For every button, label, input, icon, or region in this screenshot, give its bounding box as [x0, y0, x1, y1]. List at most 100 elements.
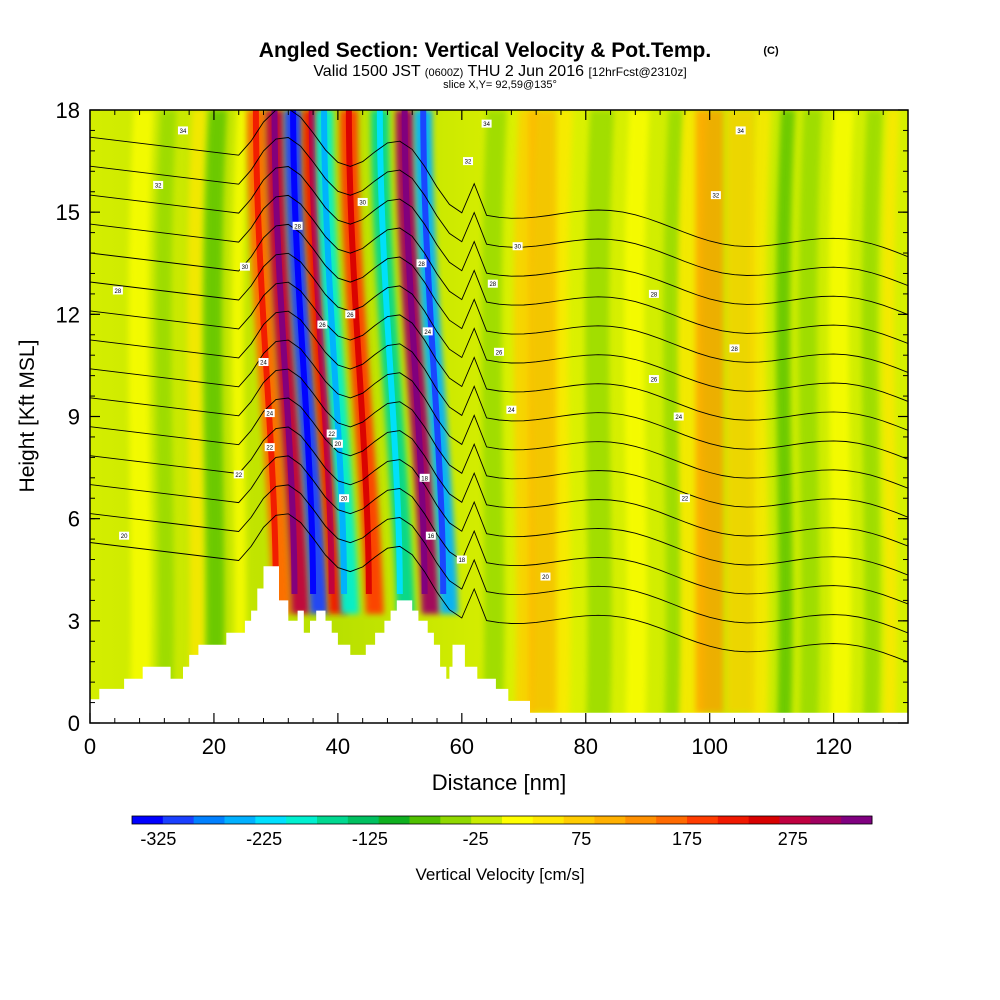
contour-label: 16: [425, 531, 436, 540]
contour-label-bg: [540, 572, 551, 581]
contour-label-bg: [648, 375, 659, 384]
contour-label-bg: [422, 327, 433, 336]
y-axis-label: Height [Kft MSL]: [16, 340, 39, 493]
colorbar-swatch: [687, 816, 719, 824]
contour-line: [90, 484, 908, 634]
contour-line: [90, 397, 908, 547]
contour-label-bg: [729, 344, 740, 353]
texture-streak: [798, 110, 822, 723]
contour-label: 32: [153, 180, 164, 189]
colorbar-swatch: [224, 816, 256, 824]
contour-label-bg: [673, 412, 684, 421]
contour-label-text: 28: [115, 289, 122, 295]
contour-label-bg: [233, 470, 244, 479]
axes: 0 20 40 60 80 100 120 0 3 6 9 12 15 18: [56, 98, 909, 759]
contour-label: 22: [326, 429, 337, 438]
texture-streak: [203, 110, 227, 723]
texture-streak: [624, 110, 650, 723]
contour-label-bg: [357, 197, 368, 206]
contour-label-text: 20: [542, 575, 549, 581]
colorbar-label: Vertical Velocity [cm/s]: [415, 865, 584, 884]
contour-label-text: 28: [489, 282, 496, 288]
contour-label-bg: [317, 320, 328, 329]
contour-label-text: 24: [266, 412, 273, 418]
contour-label-bg: [345, 310, 356, 319]
subtitle-date: THU 2 Jun 2016: [467, 63, 584, 80]
velocity-band: [726, 110, 755, 713]
contour-label: 32: [710, 191, 721, 200]
contour-label-bg: [512, 242, 523, 251]
contour-label-text: 28: [418, 262, 425, 268]
contour-label-text: 22: [266, 446, 273, 452]
terrain: [90, 566, 908, 723]
contour-label-bg: [258, 358, 269, 367]
y-tick-label: 15: [56, 200, 80, 225]
contour-line: [90, 310, 908, 460]
chart-title-mark: (C): [763, 45, 779, 57]
contour-label-bg: [119, 531, 130, 540]
velocity-band: [528, 110, 557, 713]
contour-label: 34: [481, 119, 492, 128]
terrain-mask: [90, 566, 908, 723]
colorbar-swatch: [717, 816, 750, 824]
contour-label-text: 32: [465, 160, 472, 166]
contour-label-bg: [456, 555, 467, 564]
contour-label: 20: [339, 494, 350, 503]
contour-label: 18: [456, 555, 467, 564]
contour-label: 30: [512, 242, 523, 251]
contour-label-bg: [264, 409, 275, 418]
contour-label-bg: [339, 494, 350, 503]
contour-label-text: 24: [424, 330, 431, 336]
contour-label: 24: [264, 409, 275, 418]
contour-line: [90, 223, 908, 373]
contour-label-text: 26: [496, 350, 503, 356]
contour-label-bg: [153, 180, 164, 189]
colorbar-swatch: [317, 816, 349, 824]
velocity-core: [271, 110, 298, 595]
plot-area: 3432302820222424222826262220203028241816…: [90, 110, 908, 723]
contour-label-text: 24: [508, 408, 515, 414]
texture-streak: [750, 110, 772, 723]
contour-label-text: 34: [483, 122, 490, 128]
contour-label-bg: [177, 126, 188, 135]
contour-label-bg: [326, 429, 337, 438]
texture-streak: [828, 110, 854, 723]
contour-label-bg: [239, 262, 250, 271]
contour-line: [90, 426, 908, 576]
y-tick-label: 0: [68, 711, 80, 736]
contour-label-text: 28: [651, 292, 658, 298]
contour-label-bg: [332, 439, 343, 448]
velocity-features: [246, 110, 755, 713]
contour-label: 26: [317, 320, 328, 329]
x-tick-label: 80: [574, 734, 598, 759]
colorbar-swatch: [779, 816, 811, 824]
contour-label: 28: [648, 289, 659, 298]
x-tick-label: 0: [84, 734, 96, 759]
texture-streak: [481, 110, 507, 723]
contour-label: 28: [416, 259, 427, 268]
velocity-core: [420, 110, 447, 595]
chart-title: Angled Section: Vertical Velocity & Pot.…: [259, 39, 711, 62]
subtitle-zulu: (0600Z): [425, 67, 464, 79]
colorbar-swatch: [656, 816, 688, 824]
y-tick-label: 18: [56, 98, 80, 123]
colorbar-swatch: [440, 816, 472, 824]
contour-line: [90, 252, 908, 402]
contour-label-text: 26: [319, 323, 326, 329]
subtitle-valid: Valid 1500 JST: [313, 63, 421, 80]
contour-line: [90, 339, 908, 489]
colorbar-swatch: [347, 816, 380, 824]
contour-label: 30: [357, 197, 368, 206]
x-tick-label: 120: [815, 734, 852, 759]
contour-label-bg: [463, 157, 474, 166]
contour-label: 24: [506, 405, 517, 414]
contour-label: 20: [540, 572, 551, 581]
contour-line: [90, 137, 908, 287]
colorbar-swatch: [502, 816, 534, 824]
colorbar-swatch: [132, 816, 164, 824]
colorbar-swatch: [378, 816, 410, 824]
colorbar-swatch: [162, 816, 195, 824]
slice-label: slice X,Y= 92,59@135°: [443, 79, 557, 91]
contour-label: 20: [332, 439, 343, 448]
colorbar-tick-label: 175: [672, 829, 702, 849]
